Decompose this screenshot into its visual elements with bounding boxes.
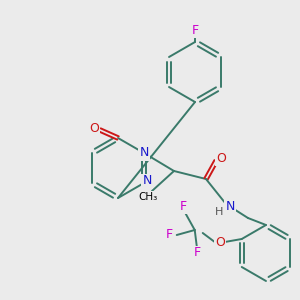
Text: N: N xyxy=(142,175,152,188)
Text: O: O xyxy=(216,152,226,164)
Text: N: N xyxy=(139,146,149,160)
Text: O: O xyxy=(215,236,225,248)
Text: F: F xyxy=(191,23,199,37)
Text: CH₃: CH₃ xyxy=(138,192,158,202)
Text: F: F xyxy=(194,247,201,260)
Text: H: H xyxy=(215,207,223,217)
Text: F: F xyxy=(180,200,187,212)
Text: F: F xyxy=(166,229,173,242)
Text: O: O xyxy=(89,122,99,134)
Text: N: N xyxy=(225,200,235,212)
